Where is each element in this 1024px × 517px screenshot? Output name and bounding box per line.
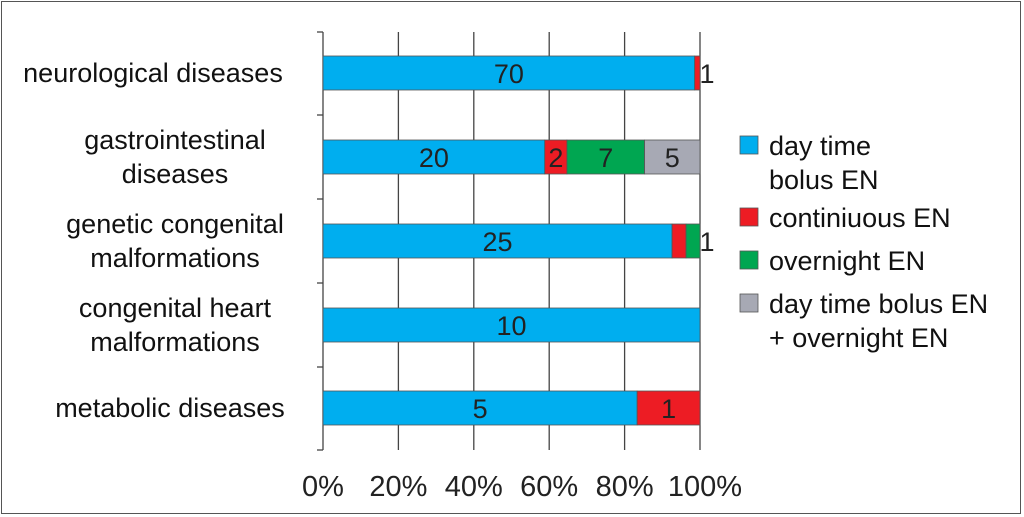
data-label: 10 [496,311,526,341]
category-label-line: neurological diseases [23,58,283,88]
data-label: 1 [699,59,714,89]
category-label-line: genetic congenital [66,209,284,239]
bar-segment [322,223,673,259]
category-label-line: metabolic diseases [55,393,285,423]
category-label-line: malformations [90,243,260,273]
bar-segment [685,223,701,259]
legend-label: day time [769,131,871,161]
bar-segment [322,390,638,426]
category-label: metabolic diseases [55,393,285,423]
category-label-line: gastrointestinal [84,125,266,155]
bar-segment [694,55,701,91]
data-label: 2 [548,143,563,173]
legend-swatch [739,207,759,227]
x-tick-label: 40% [445,471,503,503]
legend-label: day time bolus EN [769,289,988,319]
legend-swatch [739,135,759,155]
x-tick-label: 60% [520,471,578,503]
legend-label: bolus EN [769,165,879,195]
legend-swatch [739,250,759,270]
category-label: genetic congenital malformations [66,209,284,273]
legend-swatch [739,293,759,313]
data-label: 1 [661,394,676,424]
legend-label: overnight EN [769,246,925,276]
x-tick-label: 20% [369,471,427,503]
bar-segment [644,139,701,175]
legend-label: continiuous EN [769,203,951,233]
bar-segment [322,139,546,175]
data-label: 7 [598,143,613,173]
bar-segment [636,390,701,426]
bar-segment [566,139,645,175]
bar-segment [322,307,701,343]
data-label: 1 [699,227,714,257]
x-tick-label: 0% [302,471,344,503]
legend-label: + overnight EN [769,323,948,353]
data-label: 5 [473,394,488,424]
category-label-line: diseases [122,159,229,189]
category-label: gastrointestinal diseases [84,125,266,189]
bar-segment [322,55,696,91]
category-label-line: malformations [90,327,260,357]
x-tick-label: 100% [668,471,742,503]
x-tick-label: 80% [596,471,654,503]
data-label: 70 [494,59,524,89]
data-label: 5 [665,143,680,173]
category-label-line: congenital heart [79,293,272,323]
data-label: 25 [483,227,513,257]
category-label: congenital heart malformations [79,293,272,357]
bar-segment [671,223,687,259]
category-label: neurological diseases [23,58,283,88]
data-label: 20 [419,143,449,173]
